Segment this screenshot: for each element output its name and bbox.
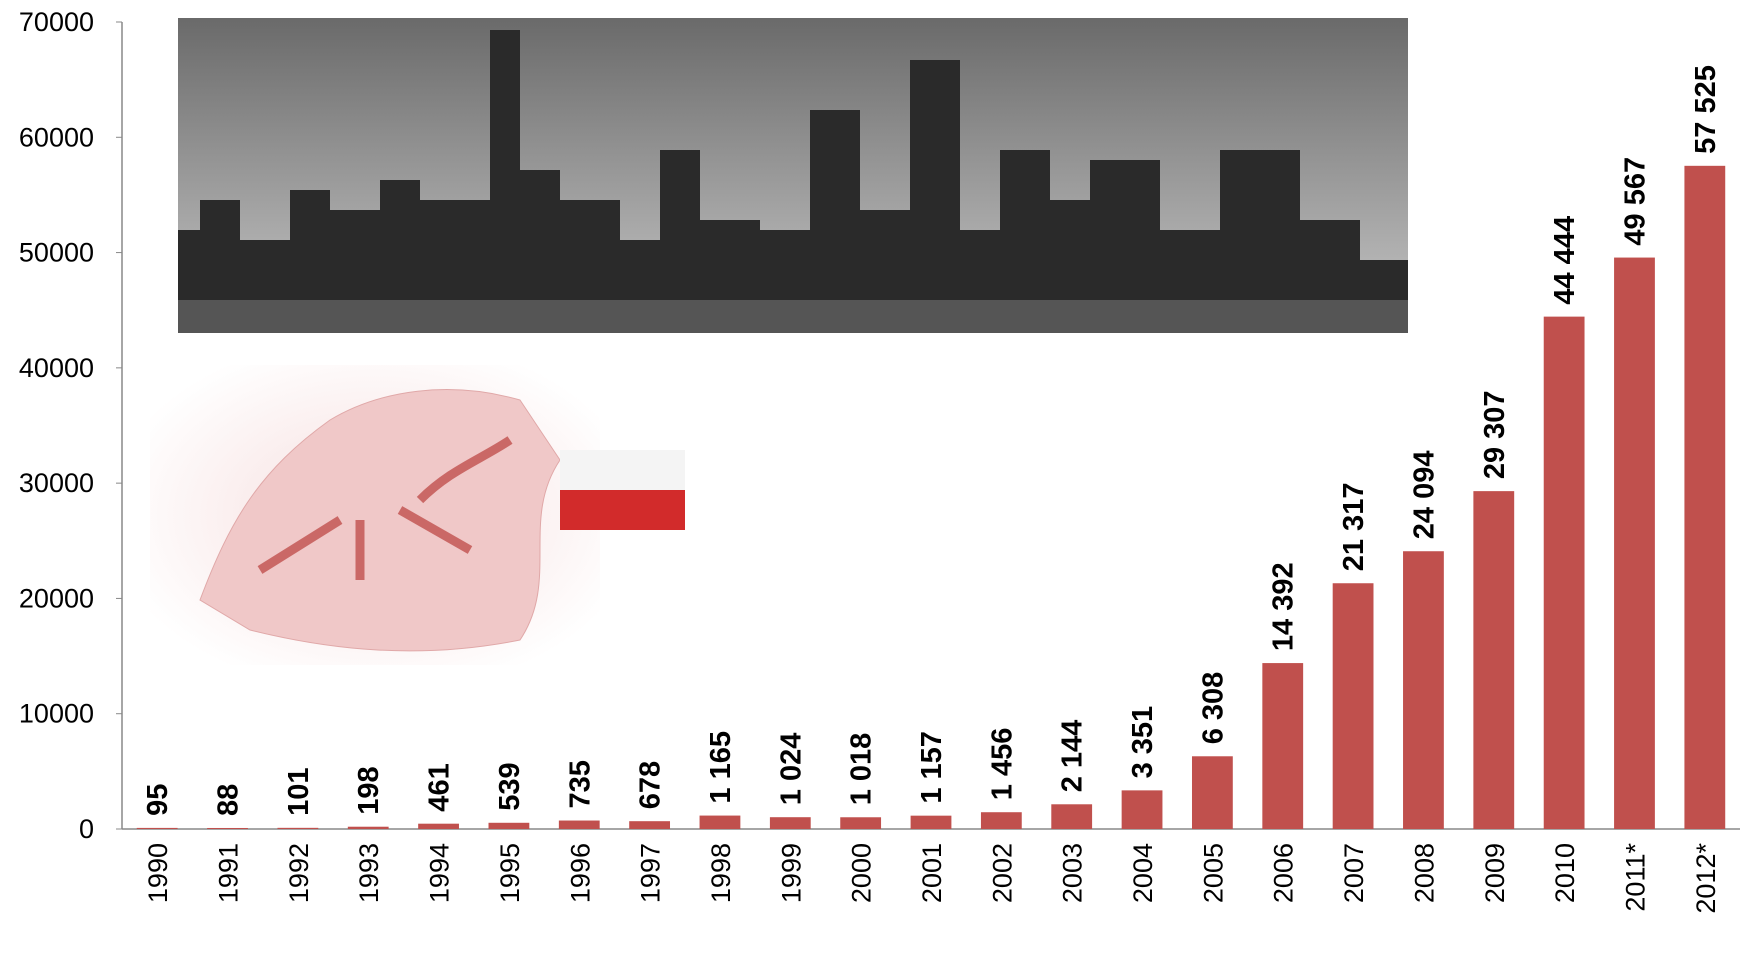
value-label: 198	[353, 766, 385, 814]
bar	[347, 826, 389, 829]
bar	[910, 815, 952, 829]
bar	[769, 817, 811, 829]
bar	[418, 823, 459, 829]
bar	[488, 822, 530, 829]
bar	[1262, 663, 1304, 829]
bar	[207, 827, 248, 829]
y-tick-label: 40000	[19, 353, 94, 383]
x-tick-label: 2006	[1269, 843, 1299, 903]
x-tick-label: 1994	[425, 843, 455, 903]
x-tick-label: 1990	[143, 843, 173, 903]
x-tick-label: 2012*	[1691, 843, 1721, 914]
value-label: 29 307	[1479, 390, 1511, 479]
value-label: 49 567	[1619, 157, 1651, 246]
x-tick-label: 2004	[1128, 843, 1158, 903]
y-tick-label: 60000	[19, 122, 94, 152]
x-tick-label: 2011*	[1620, 843, 1650, 912]
y-tick-label: 70000	[19, 7, 94, 37]
value-label: 21 317	[1338, 483, 1370, 572]
bar	[1121, 790, 1163, 829]
bar	[1051, 804, 1093, 829]
bar	[1403, 551, 1444, 829]
x-tick-label: 2010	[1550, 843, 1580, 903]
value-label: 461	[424, 763, 456, 811]
value-label: 44 444	[1549, 216, 1581, 305]
bar	[699, 815, 741, 829]
x-tick-label: 1999	[776, 843, 806, 903]
value-label: 101	[283, 767, 315, 815]
y-tick-label: 20000	[19, 583, 94, 613]
value-label: 57 525	[1690, 65, 1722, 154]
x-tick-label: 1991	[214, 843, 244, 903]
x-tick-label: 1993	[354, 843, 384, 903]
value-label: 95	[142, 784, 174, 816]
value-label: 24 094	[1408, 451, 1440, 540]
y-tick-label: 10000	[19, 699, 94, 729]
value-label: 1 018	[846, 733, 878, 806]
x-tick-label: 2001	[917, 843, 947, 903]
europe-map-image	[150, 365, 600, 665]
bar	[1473, 491, 1515, 829]
value-label: 1 024	[775, 733, 807, 806]
bar	[1614, 257, 1655, 829]
value-label: 1 157	[916, 731, 948, 804]
value-label: 735	[564, 760, 596, 808]
bar	[136, 827, 178, 829]
value-label: 1 456	[986, 728, 1018, 801]
y-tick-label: 50000	[19, 238, 94, 268]
y-tick-label: 0	[79, 814, 94, 844]
x-tick-label: 2003	[1058, 843, 1088, 903]
bar	[558, 820, 600, 829]
x-tick-label: 1998	[706, 843, 736, 903]
bar	[1543, 316, 1585, 830]
bar	[1191, 756, 1233, 829]
x-tick-label: 1997	[636, 843, 666, 903]
x-tick-label: 1995	[495, 843, 525, 903]
x-tick-label: 2007	[1339, 843, 1369, 903]
skyline-image	[178, 18, 1408, 333]
value-label: 678	[635, 761, 667, 809]
bar	[840, 817, 882, 829]
x-tick-label: 2002	[987, 843, 1017, 903]
bar	[1332, 583, 1374, 829]
value-label: 539	[494, 762, 526, 810]
x-tick-label: 2005	[1198, 843, 1228, 903]
bar	[1684, 165, 1726, 830]
bar	[980, 812, 1022, 829]
value-label: 1 165	[705, 731, 737, 804]
value-label: 14 392	[1268, 562, 1300, 651]
x-tick-label: 2009	[1480, 843, 1510, 903]
poland-flag-image	[560, 450, 685, 530]
bar	[629, 821, 671, 829]
value-label: 2 144	[1057, 720, 1089, 793]
x-tick-label: 2000	[847, 843, 877, 903]
y-tick-label: 30000	[19, 468, 94, 498]
bar	[277, 827, 319, 829]
value-label: 3 351	[1127, 706, 1159, 779]
x-tick-label: 2008	[1409, 843, 1439, 903]
x-tick-label: 1992	[284, 843, 314, 903]
value-label: 6 308	[1197, 672, 1229, 745]
value-label: 88	[213, 784, 245, 816]
x-tick-label: 1996	[565, 843, 595, 903]
